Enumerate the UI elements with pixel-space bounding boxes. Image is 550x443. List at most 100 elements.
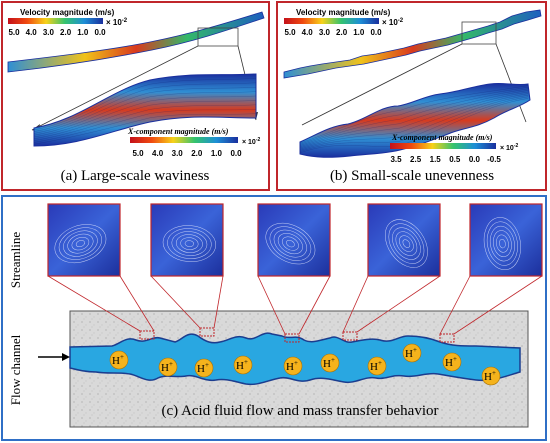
inlet-arrow-head [62,353,70,361]
streamline-curve [162,225,216,262]
h-ion-label: H+ [236,358,248,372]
velocity-a-tick: 1.0 [77,28,89,37]
streamline-curve [486,221,518,266]
h-ion: H+ [233,355,253,375]
velocity-colorbar-a [8,18,103,24]
zoom-connector [453,275,543,335]
velocity-legend-title-b: Velocity magnitude (m/s) [296,8,391,17]
streamline-curve [184,240,195,247]
zoom-connector [119,275,155,332]
xcomp-legend-a: X-component magnitude (m/s) × 10-2 5.0 4.… [127,127,260,158]
h-ion: H+ [481,366,501,386]
xcomp-a-tick: 4.0 [152,149,164,158]
zoom-box-b [461,21,497,45]
h-ion-circle [283,356,303,376]
streamline-curve [180,237,199,250]
zoom-connector [298,275,331,335]
channel-overview-b [283,9,542,79]
velocity-b-tick: 0.0 [370,28,382,37]
h-ion: H+ [158,357,178,377]
streamline-inset-3 [257,203,331,277]
streamline-curve [499,238,506,249]
zoom-connector [150,275,201,329]
flow-channel-label: Flow channel [8,334,23,405]
zoom-line-a-left [31,45,199,131]
velocity-b-tick: 4.0 [302,28,314,37]
streamline-b [299,85,529,144]
streamline-a [33,95,257,138]
h-ion-label: H+ [112,353,124,367]
h-ion-label: H+ [323,356,335,370]
h-ion-circle [320,353,340,373]
xcomp-colorbar-a [130,137,238,143]
velocity-scale-a: × 10-2 [106,18,128,27]
xcomp-a-tick: 0.0 [230,149,242,158]
streamline-b [299,93,529,150]
velocity-a-tick: 2.0 [60,28,72,37]
streamline-a [33,91,257,136]
xcomp-scale-a: × 10-2 [242,137,260,146]
xcomp-b-tick: -0.5 [487,155,501,164]
streamline-curve [171,231,208,256]
h-ion-label: H+ [286,359,298,373]
velocity-b-tick: 1.0 [353,28,365,37]
h-ion-circle [367,356,387,376]
streamline-curve [75,240,85,248]
xcomp-scale-b: × 10-2 [500,143,518,152]
streamline-b [299,91,529,149]
streamline-b [299,96,529,152]
streamline-curve [402,239,411,248]
streamline-curve [269,226,312,261]
xcomp-b-tick: 0.5 [449,155,461,164]
xcomp-b-tick: 0.0 [469,155,481,164]
streamline-a [33,87,257,134]
velocity-b-tick: 5.0 [284,28,296,37]
streamline-curve [58,227,102,260]
channel-overview-a [7,11,265,73]
streamline-label: Streamline [8,232,23,289]
streamline-curve [167,228,212,259]
velocity-colorbar-b [284,18,379,24]
zoomed-band-a [33,73,257,147]
zoom-connector [213,275,224,329]
streamline-b [299,88,529,146]
h-ion: H+ [320,353,340,373]
streamline-curve [496,234,509,253]
zoom-marker-1 [139,330,155,340]
velocity-legend-title-a: Velocity magnitude (m/s) [20,8,115,17]
streamline-b [299,95,529,151]
h-ion-circle [402,343,422,363]
zoom-connector [439,275,471,335]
xcomp-a-tick: 5.0 [132,149,144,158]
h-ion-circle [194,358,214,378]
zoom-connector [257,275,286,335]
streamline-curve [67,233,94,254]
caption-a: (a) Large-scale waviness [61,168,210,184]
velocity-b-tick: 2.0 [336,28,348,37]
streamline-curve [273,229,308,258]
h-ion-label: H+ [197,361,209,375]
h-ion: H+ [109,350,129,370]
h-ion-circle [158,357,178,377]
zoom-line-b-right [495,43,527,123]
velocity-a-tick: 0.0 [94,28,106,37]
zoom-marker-5 [439,333,455,343]
streamline-b [299,87,529,145]
streamline-a [33,78,257,130]
xcomp-b-tick: 2.5 [410,155,422,164]
h-ion-circle [481,366,501,386]
streamline-curve [175,234,203,253]
streamline-curve [54,224,107,264]
h-ion-circle [109,350,129,370]
streamline-curve [71,236,90,251]
streamline-curve [492,230,512,257]
h-ion-label: H+ [484,369,496,383]
xcomp-b-tick: 3.5 [390,155,402,164]
velocity-a-tick: 4.0 [26,28,38,37]
streamline-curve [385,219,428,268]
streamline-curve [483,217,521,271]
streamline-inset-1 [47,203,121,277]
velocity-legend-b: Velocity magnitude (m/s) × 10-2 5.0 4.0 3.… [284,8,404,37]
xcomp-a-tick: 3.0 [172,149,184,158]
